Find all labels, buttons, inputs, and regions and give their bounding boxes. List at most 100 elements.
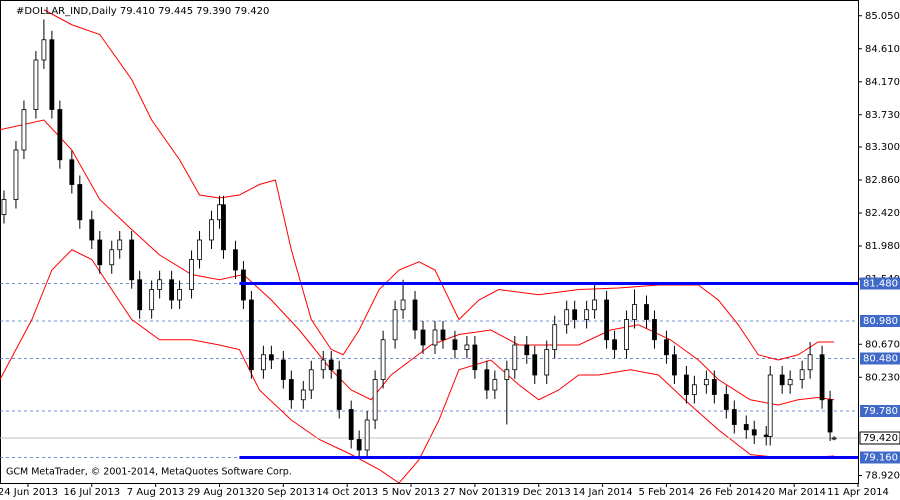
candle-body xyxy=(49,39,55,110)
candle-body xyxy=(129,239,135,281)
candle-body xyxy=(827,399,833,433)
candle-body xyxy=(260,354,266,371)
level-label: 79.160 xyxy=(863,453,898,464)
candle-body xyxy=(492,379,498,391)
y-tick-label: 82.860 xyxy=(865,175,900,186)
candle-body xyxy=(751,429,757,436)
y-tick-label: 84.170 xyxy=(865,77,900,88)
candle-body xyxy=(372,379,378,421)
candle-body xyxy=(308,369,314,391)
level-label-box xyxy=(860,277,900,290)
candle-body xyxy=(504,369,510,380)
candle-body xyxy=(612,339,617,350)
candle-body xyxy=(799,369,805,380)
bollinger-band xyxy=(0,119,835,406)
candle-body xyxy=(779,374,785,386)
y-tick-label: 80.670 xyxy=(865,339,900,350)
candle-body xyxy=(137,279,143,311)
candle-body xyxy=(672,354,677,376)
axes: 85.050 84.610 84.170 83.730 83.300 82.860 82.4… xyxy=(0,11,900,498)
candle-body xyxy=(464,344,470,350)
candle-body xyxy=(69,159,75,185)
candle-body xyxy=(743,424,749,431)
plot-frame xyxy=(0,0,859,484)
candle-body xyxy=(57,109,63,161)
candle-body xyxy=(89,219,95,241)
candle-body xyxy=(1,199,7,215)
candle-body xyxy=(512,344,518,371)
last-price-label: 79.420 xyxy=(863,433,898,444)
candle-body xyxy=(691,384,697,395)
candle-body xyxy=(233,249,238,271)
y-tick-label: 85.050 xyxy=(865,11,900,22)
copyright: GCM MetaTrader, © 2001-2014, MetaQuotes … xyxy=(6,467,292,478)
y-tick-label: 82.420 xyxy=(865,208,900,219)
candle-body xyxy=(280,359,286,380)
level-label: 80.980 xyxy=(863,316,898,327)
x-tick-label: 7 Aug 2013 xyxy=(127,487,185,498)
level-label: 80.480 xyxy=(863,354,898,365)
level-label-box xyxy=(860,315,900,327)
x-tick-label: 27 Nov 2013 xyxy=(443,487,507,498)
level-label-box xyxy=(860,405,900,417)
candle-body xyxy=(819,354,825,401)
candle-body xyxy=(652,319,657,341)
candle-body xyxy=(169,279,175,301)
candle-body xyxy=(552,324,558,350)
candle-body xyxy=(787,379,793,386)
level-label: 79.780 xyxy=(863,406,898,417)
candle-body xyxy=(440,329,446,341)
candle-body xyxy=(400,299,406,311)
x-tick-label: 16 Jul 2013 xyxy=(63,487,120,498)
x-tick-label: 26 Feb 2014 xyxy=(699,487,761,498)
candle-body xyxy=(221,204,226,251)
candle-body xyxy=(624,319,629,350)
candle-body xyxy=(592,299,598,311)
candle-body xyxy=(472,344,478,371)
candle-body xyxy=(484,369,490,391)
candle-body xyxy=(288,379,294,401)
candle-body xyxy=(524,344,530,356)
candle-body xyxy=(268,354,274,361)
candle-body xyxy=(763,434,769,437)
candle-body xyxy=(703,379,709,386)
x-tick-label: 14 Jan 2014 xyxy=(573,487,633,498)
candle-body xyxy=(149,289,155,311)
candle-body xyxy=(97,239,103,266)
level-label: 81.480 xyxy=(863,279,898,290)
candle-body xyxy=(807,354,813,371)
candle-body xyxy=(572,309,578,320)
bollinger-band xyxy=(0,249,835,483)
candle-body xyxy=(723,394,729,410)
plot-area xyxy=(0,9,858,483)
candle-body xyxy=(177,289,182,301)
last-price-box xyxy=(859,431,900,445)
candle-body xyxy=(356,439,362,451)
candle-body xyxy=(109,249,115,266)
x-tick-label: 29 Aug 2013 xyxy=(187,487,251,498)
candle-body xyxy=(157,279,163,290)
y-tick-label: 84.610 xyxy=(865,44,900,55)
candle-body xyxy=(452,339,458,350)
chart-title: #DOLLAR_IND,Daily 79.410 79.445 79.390 7… xyxy=(16,6,269,17)
candle-body xyxy=(711,379,717,395)
candle-body xyxy=(432,329,438,346)
candle-body xyxy=(831,437,837,440)
candle-body xyxy=(77,184,83,221)
candle-body xyxy=(412,299,418,331)
y-tick-label: 81.980 xyxy=(865,241,900,252)
candle-body xyxy=(392,309,398,341)
candle-body xyxy=(197,239,202,260)
candle-body xyxy=(13,149,19,200)
candle-body xyxy=(217,204,222,221)
bollinger-band xyxy=(43,9,835,361)
x-tick-label: 19 Dec 2013 xyxy=(507,487,571,498)
candle-body xyxy=(249,299,254,371)
x-tick-label: 20 Sep 2013 xyxy=(252,487,315,498)
x-tick-label: 24 Jun 2013 xyxy=(0,487,58,498)
candle-body xyxy=(632,304,637,320)
candle-body xyxy=(644,304,649,320)
y-tick-label: 83.730 xyxy=(865,110,900,121)
candle-body xyxy=(604,299,609,341)
